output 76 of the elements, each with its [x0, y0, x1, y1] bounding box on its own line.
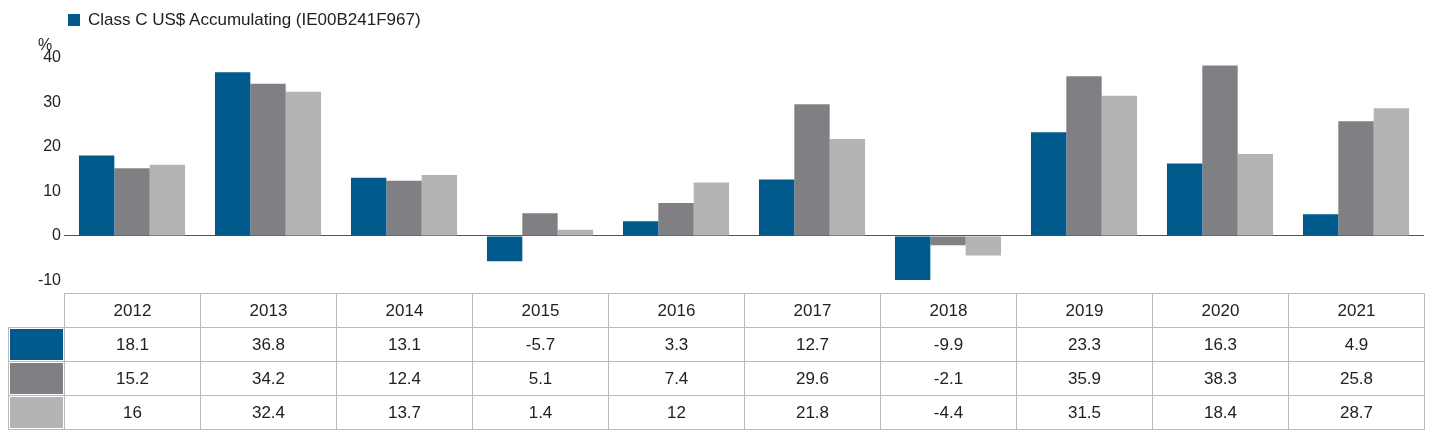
bar [693, 182, 730, 236]
data-label: 18.4 [1152, 395, 1289, 430]
data-label: -2.1 [880, 361, 1017, 396]
data-label: 18.1 [64, 327, 201, 362]
data-label: 23.3 [1016, 327, 1153, 362]
data-label: 12.7 [744, 327, 881, 362]
data-label: 35.9 [1016, 361, 1153, 396]
data-label: 32.4 [200, 395, 337, 430]
data-label: -5.7 [472, 327, 609, 362]
data-label: 38.3 [1152, 361, 1289, 396]
bar [1302, 214, 1339, 236]
data-label: 25.8 [1288, 361, 1425, 396]
data-label: 36.8 [200, 327, 337, 362]
y-tick-label: 10 [43, 181, 62, 199]
data-label: 16.3 [1152, 327, 1289, 362]
data-label: 12 [608, 395, 745, 430]
y-tick-label: -10 [37, 270, 62, 288]
data-label: 3.3 [608, 327, 745, 362]
legend-label: Class C US$ Accumulating (IE00B241F967) [88, 10, 421, 30]
x-tick-label: 2017 [744, 293, 881, 328]
bar [114, 168, 150, 236]
data-label: 4.9 [1288, 327, 1425, 362]
data-label: 13.1 [336, 327, 473, 362]
bar [149, 164, 186, 236]
bar [794, 104, 830, 236]
x-tick-label: 2013 [200, 293, 337, 328]
bar [758, 179, 795, 236]
bar [1237, 154, 1274, 236]
bar [421, 174, 458, 236]
x-tick-label: 2016 [608, 293, 745, 328]
bar [1338, 121, 1374, 236]
bar [285, 91, 322, 236]
data-label: 12.4 [336, 361, 473, 396]
bar [965, 236, 1002, 256]
y-tick-label: 20 [43, 137, 62, 155]
x-tick-label: 2020 [1152, 293, 1289, 328]
y-axis-title: % [38, 36, 53, 53]
data-label: 31.5 [1016, 395, 1153, 430]
data-label: -9.9 [880, 327, 1017, 362]
bar [1066, 76, 1102, 236]
data-label: 16 [64, 395, 201, 430]
data-label: 13.7 [336, 395, 473, 430]
data-label: 34.2 [200, 361, 337, 396]
bar [522, 213, 558, 236]
x-tick-label: 2012 [64, 293, 201, 328]
data-label: 28.7 [1288, 395, 1425, 430]
bar [1166, 163, 1203, 236]
y-tick-label: 0 [52, 226, 62, 244]
bar [622, 221, 659, 236]
bar [214, 72, 251, 236]
data-label: 1.4 [472, 395, 609, 430]
bar [930, 236, 966, 246]
data-label: 7.4 [608, 361, 745, 396]
bar [1202, 65, 1238, 236]
data-label: 21.8 [744, 395, 881, 430]
x-tick-label: 2014 [336, 293, 473, 328]
x-tick-label: 2021 [1288, 293, 1425, 328]
x-tick-label: 2018 [880, 293, 1017, 328]
bar [894, 236, 931, 280]
x-tick-label: 2019 [1016, 293, 1153, 328]
bar [78, 155, 115, 236]
bar [486, 236, 523, 262]
data-label: 15.2 [64, 361, 201, 396]
bar [829, 138, 866, 236]
bar [1373, 108, 1410, 236]
bar [1030, 132, 1067, 236]
y-tick-label: 30 [43, 92, 62, 110]
bar [250, 83, 286, 236]
data-label: -4.4 [880, 395, 1017, 430]
bar [386, 180, 422, 236]
bar [350, 177, 387, 236]
bar [658, 203, 694, 236]
x-tick-label: 2015 [472, 293, 609, 328]
data-label: 5.1 [472, 361, 609, 396]
bar [1101, 95, 1138, 236]
data-label: 29.6 [744, 361, 881, 396]
